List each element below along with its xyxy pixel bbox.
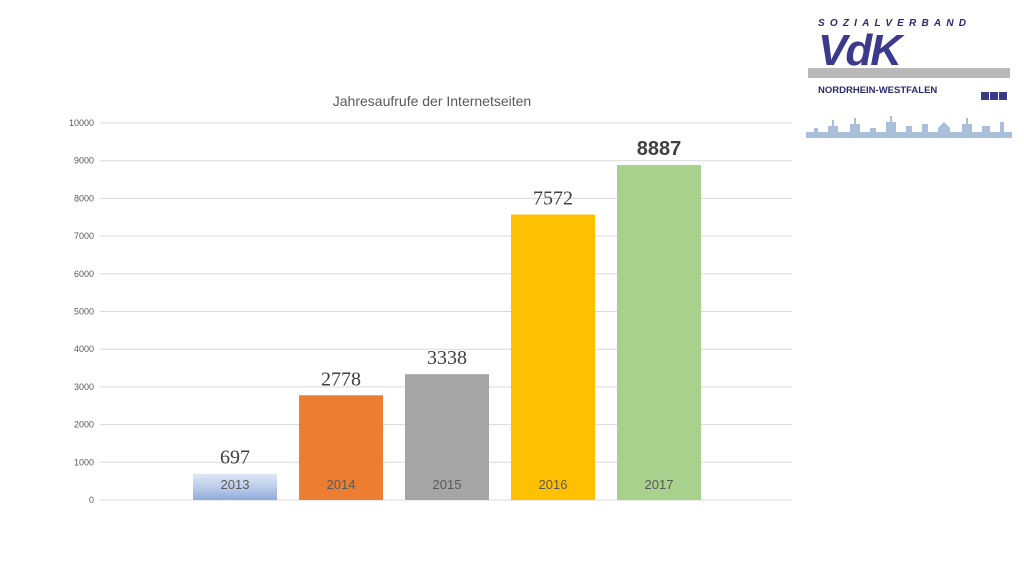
bar-2015 [405, 374, 489, 500]
y-tick-label: 8000 [74, 193, 94, 203]
chart-title: Jahresaufrufe der Internetseiten [333, 93, 531, 109]
bar-2017 [617, 164, 701, 501]
y-axis-ticks: 0 1000 2000 3000 4000 5000 6000 7000 8000 9000 100… [69, 118, 94, 505]
y-tick-label: 9000 [74, 156, 94, 166]
y-tick-label: 7000 [74, 231, 94, 241]
data-labels: 697 2778 3338 7572 8887 [220, 138, 681, 469]
bars [193, 164, 701, 501]
bar-2013 [193, 473, 277, 500]
logo-brand-text: VdK [818, 26, 902, 75]
city-skyline-icon [806, 116, 1012, 138]
data-label: 697 [220, 447, 250, 469]
y-tick-label: 6000 [74, 269, 94, 279]
data-label: 3338 [427, 347, 467, 369]
y-tick-label: 2000 [74, 420, 94, 430]
y-tick-label: 10000 [69, 118, 94, 128]
y-tick-label: 3000 [74, 382, 94, 392]
data-label: 2778 [321, 368, 361, 390]
category-label: 2013 [221, 477, 250, 492]
bar-2014 [299, 395, 383, 500]
category-label: 2014 [327, 477, 356, 492]
y-tick-label: 5000 [74, 307, 94, 317]
y-tick-label: 1000 [74, 457, 94, 467]
y-tick-label: 4000 [74, 344, 94, 354]
vdk-logo: SOZIALVERBAND VdK NORDRHEIN-WESTFALEN [806, 16, 1012, 140]
data-label: 8887 [637, 138, 682, 160]
category-label: 2017 [645, 477, 674, 492]
category-label: 2015 [433, 477, 462, 492]
data-label: 7572 [533, 188, 573, 210]
category-labels: 2013 2014 2015 2016 2017 [221, 477, 674, 492]
bar-2016 [511, 214, 595, 501]
y-tick-label: 0 [89, 495, 94, 505]
logo-region-text: NORDRHEIN-WESTFALEN [818, 85, 938, 96]
logo-divider-bar [808, 68, 1010, 78]
logo-top-text: SOZIALVERBAND [818, 18, 972, 29]
logo-squares-icon [980, 87, 1007, 105]
category-label: 2016 [539, 477, 568, 492]
